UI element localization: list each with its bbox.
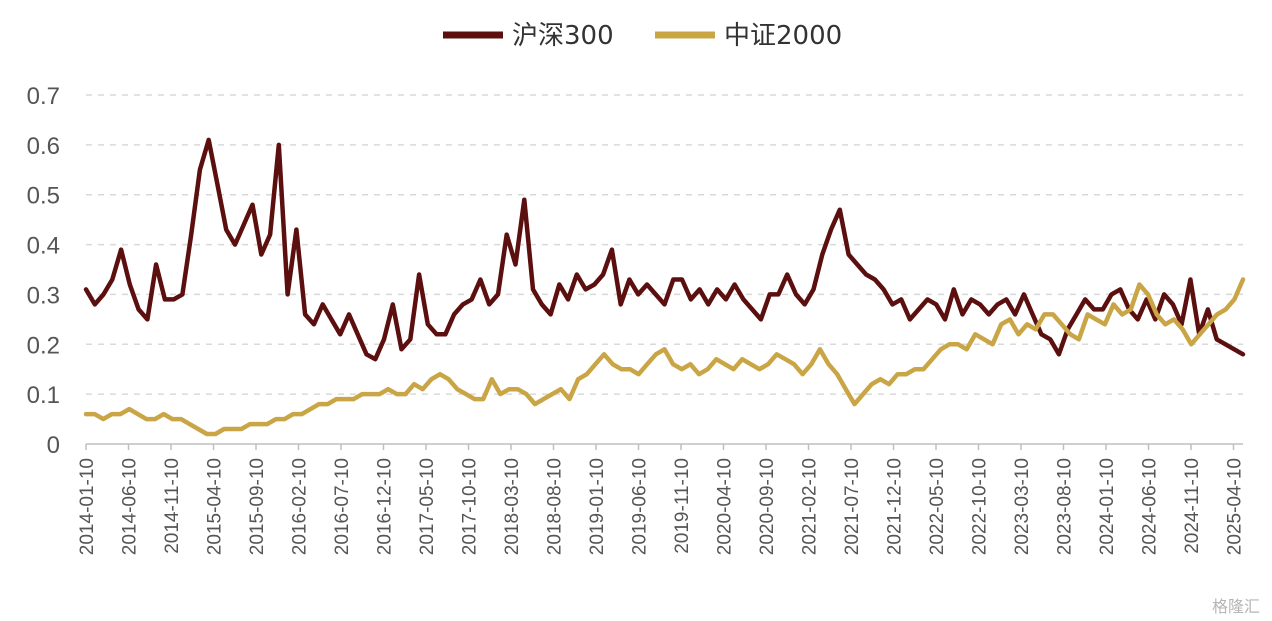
x-tick-label: 2015-04-10 [205, 458, 226, 555]
x-tick-label: 2020-04-10 [715, 458, 736, 555]
x-tick-label: 2023-08-10 [1055, 458, 1076, 555]
y-gridlines [86, 94, 1243, 395]
x-tick-label: 2018-08-10 [545, 458, 566, 555]
x-tick-label: 2020-09-10 [757, 458, 778, 555]
x-tick-label: 2023-03-10 [1012, 458, 1033, 555]
x-tick-label: 2019-06-10 [630, 458, 651, 555]
y-axis: 0 0.1 0.2 0.3 0.4 0.5 0.6 0.7 [27, 83, 60, 459]
x-tick-label: 2014-06-10 [120, 458, 141, 555]
series-line-hs300 [83, 137, 1246, 362]
legend: 沪深300 中证2000 [443, 21, 842, 51]
x-tick-label: 2019-01-10 [587, 458, 608, 555]
y-tick-label: 0.1 [27, 382, 60, 409]
x-tick-label: 2021-02-10 [800, 458, 821, 555]
x-axis: 2014-01-10 2014-06-10 2014-11-10 2015-04-10… [77, 444, 1246, 555]
legend-label-csi2000: 中证2000 [724, 21, 842, 51]
x-tick-label: 2024-11-10 [1182, 458, 1203, 554]
x-tick-label: 2017-10-10 [460, 458, 481, 555]
x-tick-label: 2014-01-10 [77, 458, 98, 555]
x-tick-label: 2022-05-10 [927, 458, 948, 555]
x-tick-label: 2018-03-10 [502, 458, 523, 555]
x-tick-label: 2025-04-10 [1225, 458, 1246, 555]
x-tick-label: 2014-11-10 [162, 458, 183, 554]
legend-item-csi2000[interactable]: 中证2000 [655, 21, 842, 51]
x-tick-label: 2024-01-10 [1097, 458, 1118, 555]
y-tick-label: 0 [47, 432, 60, 459]
y-tick-label: 0.6 [27, 133, 60, 160]
legend-label-hs300: 沪深300 [512, 21, 614, 51]
x-tick-label: 2022-10-10 [970, 458, 991, 555]
x-tick-label: 2015-09-10 [247, 458, 268, 555]
y-tick-label: 0.3 [27, 282, 60, 309]
x-tick-label: 2021-12-10 [885, 458, 906, 555]
x-tick-label: 2024-06-10 [1140, 458, 1161, 555]
series-lines [83, 137, 1246, 437]
series-line-csi2000 [83, 277, 1246, 437]
x-tick-label: 2016-12-10 [375, 458, 396, 555]
watermark-text: 格隆汇 [1212, 597, 1260, 616]
legend-item-hs300[interactable]: 沪深300 [443, 21, 614, 51]
x-tick-label: 2021-07-10 [842, 458, 863, 555]
x-tick-label: 2019-11-10 [672, 458, 693, 554]
x-tick-label: 2016-07-10 [332, 458, 353, 555]
x-tick-label: 2017-05-10 [417, 458, 438, 555]
x-tick-label: 2016-02-10 [290, 458, 311, 555]
y-tick-label: 0.5 [27, 183, 60, 210]
y-tick-label: 0.2 [27, 332, 60, 359]
y-tick-label: 0.7 [27, 83, 60, 110]
y-tick-label: 0.4 [27, 233, 60, 260]
